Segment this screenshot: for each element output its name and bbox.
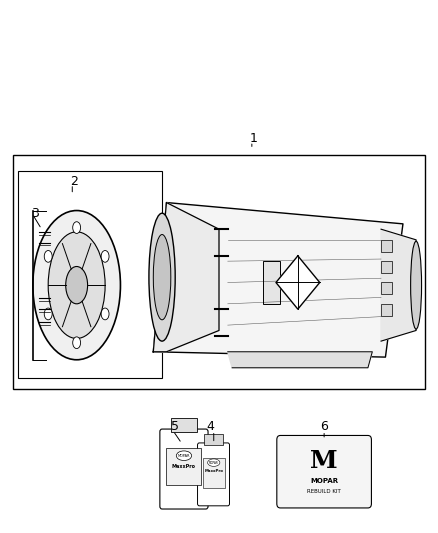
Ellipse shape (33, 211, 120, 360)
Ellipse shape (44, 251, 52, 262)
Bar (203, 458, 225, 488)
FancyBboxPatch shape (205, 446, 218, 481)
Ellipse shape (66, 266, 88, 304)
FancyBboxPatch shape (160, 429, 208, 509)
Text: 4: 4 (206, 420, 214, 433)
Polygon shape (228, 352, 372, 368)
FancyBboxPatch shape (198, 443, 230, 506)
Text: REBUILD KIT: REBUILD KIT (307, 489, 341, 495)
Bar (381, 261, 392, 273)
Bar (166, 448, 201, 485)
Text: MOPAR: MOPAR (209, 461, 219, 465)
Bar (18, 171, 162, 378)
Text: MaxxPro: MaxxPro (172, 464, 196, 469)
Text: 6: 6 (320, 420, 328, 433)
Bar (381, 282, 392, 294)
Text: MOPAR: MOPAR (178, 454, 190, 458)
Bar (171, 418, 197, 432)
Polygon shape (153, 203, 403, 357)
Text: 5: 5 (171, 420, 179, 433)
Bar (381, 240, 392, 252)
Text: 2: 2 (71, 175, 78, 188)
Polygon shape (381, 229, 416, 341)
Ellipse shape (410, 241, 421, 329)
Text: MOPAR: MOPAR (310, 478, 338, 484)
Text: MaxxPro: MaxxPro (204, 469, 223, 473)
FancyBboxPatch shape (277, 435, 371, 508)
Bar (204, 434, 223, 445)
Text: M: M (310, 449, 338, 473)
Ellipse shape (73, 222, 81, 233)
Ellipse shape (73, 337, 81, 349)
Bar (263, 261, 280, 304)
Bar (381, 304, 392, 316)
Polygon shape (153, 203, 219, 352)
Ellipse shape (149, 213, 175, 341)
Ellipse shape (44, 308, 52, 320)
Polygon shape (276, 256, 320, 309)
Ellipse shape (48, 232, 105, 338)
Text: 3: 3 (31, 207, 39, 220)
Ellipse shape (101, 308, 109, 320)
Ellipse shape (208, 459, 220, 466)
Bar (13, 155, 425, 389)
Ellipse shape (153, 235, 171, 320)
Text: 1: 1 (250, 132, 258, 145)
Ellipse shape (101, 251, 109, 262)
Ellipse shape (176, 451, 191, 461)
